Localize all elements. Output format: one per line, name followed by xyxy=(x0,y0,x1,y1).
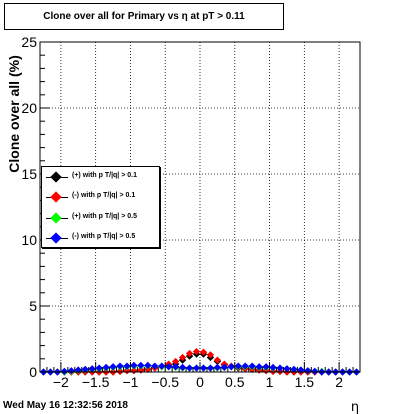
diamond-marker-icon xyxy=(50,212,62,224)
chart-title: Clone over all for Primary vs η at pT > … xyxy=(43,11,245,22)
data-point xyxy=(262,363,270,371)
data-point xyxy=(88,365,96,373)
y-tick-label: 5 xyxy=(29,298,37,314)
data-point xyxy=(199,348,208,356)
data-point xyxy=(206,351,215,359)
data-point xyxy=(227,363,235,371)
axis-ticks xyxy=(39,41,361,373)
y-tick-label: 0 xyxy=(29,364,37,380)
data-point xyxy=(311,367,319,375)
data-point xyxy=(248,362,256,370)
legend-item-plus-05: (+) with p T/|q| > 0.5 xyxy=(42,210,161,228)
chart-title-box: Clone over all for Primary vs η at pT > … xyxy=(4,3,284,30)
legend-label: (-) with p T/|q| > 0.1 xyxy=(72,192,136,199)
data-point xyxy=(158,362,166,370)
data-point xyxy=(151,362,159,370)
data-point xyxy=(185,349,194,358)
x-tick-label: −1.5 xyxy=(82,374,110,390)
legend-label: (-) with p T/|q| > 0.5 xyxy=(72,233,136,240)
data-point xyxy=(81,365,89,373)
data-point xyxy=(255,363,263,371)
data-point xyxy=(116,362,124,370)
data-point xyxy=(165,363,173,371)
x-tick-label: 1 xyxy=(266,374,274,390)
data-point xyxy=(269,363,277,371)
data-point xyxy=(220,363,228,371)
y-tick-label: 10 xyxy=(21,232,37,248)
data-point xyxy=(241,362,249,370)
data-point xyxy=(192,347,201,356)
y-tick-label: 25 xyxy=(21,34,37,50)
y-tick-label: 20 xyxy=(21,100,37,116)
legend-label: (+) with p T/|q| > 0.1 xyxy=(72,172,137,179)
data-point xyxy=(206,364,215,372)
x-tick-label: −0.5 xyxy=(151,374,179,390)
data-point xyxy=(213,356,221,364)
data-point xyxy=(199,364,208,372)
data-point xyxy=(95,364,103,372)
y-tick-label: 15 xyxy=(21,166,37,182)
data-point xyxy=(185,364,194,372)
data-point xyxy=(109,363,117,371)
data-point xyxy=(144,361,152,369)
data-point xyxy=(74,366,82,374)
data-point xyxy=(192,364,201,372)
data-point xyxy=(137,361,145,369)
data-point xyxy=(179,353,187,362)
legend: (+) with p T/|q| > 0.1 (-) with p T/|q| … xyxy=(41,166,160,248)
x-tick-label: −1 xyxy=(122,374,138,390)
timestamp: Wed May 16 12:32:56 2018 xyxy=(3,400,128,411)
data-point xyxy=(172,357,180,366)
data-point xyxy=(290,365,298,373)
data-point xyxy=(213,363,221,371)
diamond-marker-icon xyxy=(50,232,62,244)
data-point xyxy=(60,367,68,375)
x-axis-label: η xyxy=(351,400,359,414)
data-point xyxy=(137,366,145,374)
data-point xyxy=(116,367,124,375)
data-point xyxy=(130,361,138,369)
legend-item-plus-01: (+) with p T/|q| > 0.1 xyxy=(42,169,161,187)
legend-label: (+) with p T/|q| > 0.5 xyxy=(72,213,137,220)
diamond-marker-icon xyxy=(50,171,62,183)
diamond-marker-icon xyxy=(50,191,62,203)
y-axis-label: Clone over all (%) xyxy=(6,55,22,172)
x-tick-label: −2 xyxy=(53,374,69,390)
legend-item-minus-01: (-) with p T/|q| > 0.1 xyxy=(42,189,161,207)
data-point xyxy=(172,363,180,371)
x-tick-label: 0 xyxy=(196,374,204,390)
x-tick-label: 1.5 xyxy=(295,374,315,390)
data-point xyxy=(234,362,242,370)
data-point xyxy=(179,363,187,371)
data-point xyxy=(102,363,110,371)
x-tick-label: 2 xyxy=(335,374,343,390)
data-point xyxy=(283,365,291,373)
data-point xyxy=(276,364,284,372)
legend-item-minus-05: (-) with p T/|q| > 0.5 xyxy=(42,230,161,248)
x-tick-label: 0.5 xyxy=(225,374,245,390)
data-point xyxy=(123,362,131,370)
